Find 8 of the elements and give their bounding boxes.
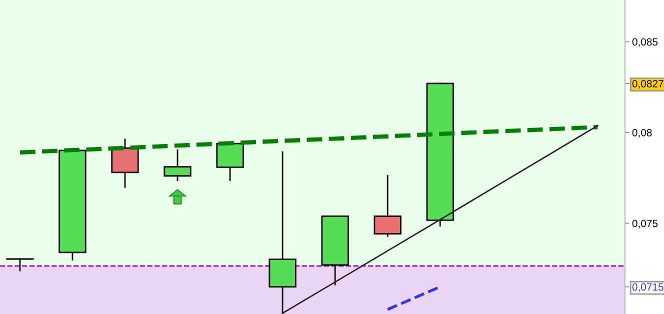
y-tick-label: 0,08 bbox=[632, 129, 652, 138]
line-series bbox=[18, 124, 600, 155]
y-tick-label: 0,085 bbox=[632, 38, 658, 47]
y-tick-label: 0,075 bbox=[632, 220, 658, 228]
y-tick-label: 0,0715 bbox=[632, 283, 664, 292]
y-tick-label: 0,0827 bbox=[632, 80, 664, 89]
candlestick bbox=[6, 258, 34, 272]
line-series bbox=[282, 124, 598, 314]
